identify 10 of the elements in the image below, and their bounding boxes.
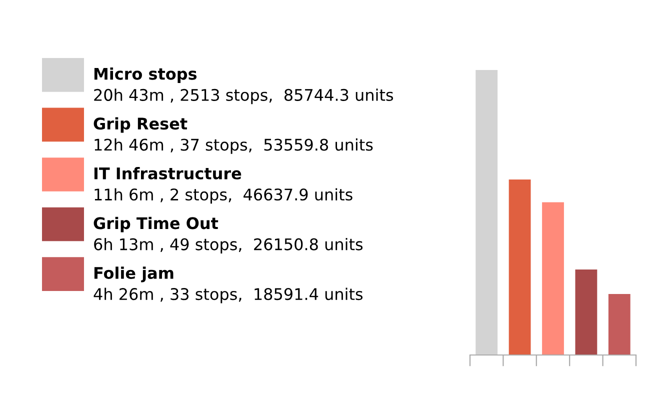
- legend-label: Grip Time Out: [94, 216, 218, 232]
- legend-label: Folie jam: [94, 266, 174, 282]
- text: 6h 13m , 49 stops, 26150.8 units: [94, 238, 363, 254]
- legend-label: IT Infrastructure: [94, 167, 242, 180]
- legend-label: Grip Reset: [94, 117, 188, 133]
- text: 4h 26m , 33 stops, 18591.4 units: [94, 288, 363, 304]
- text: 20h 43m , 2513 stops, 85744.3 units: [94, 88, 394, 104]
- text: 11h 6m , 2 stops, 46637.9 units: [94, 188, 352, 204]
- text: 12h 46m , 37 stops, 53559.8 units: [94, 138, 373, 154]
- legend-label: Micro stops: [94, 67, 197, 83]
